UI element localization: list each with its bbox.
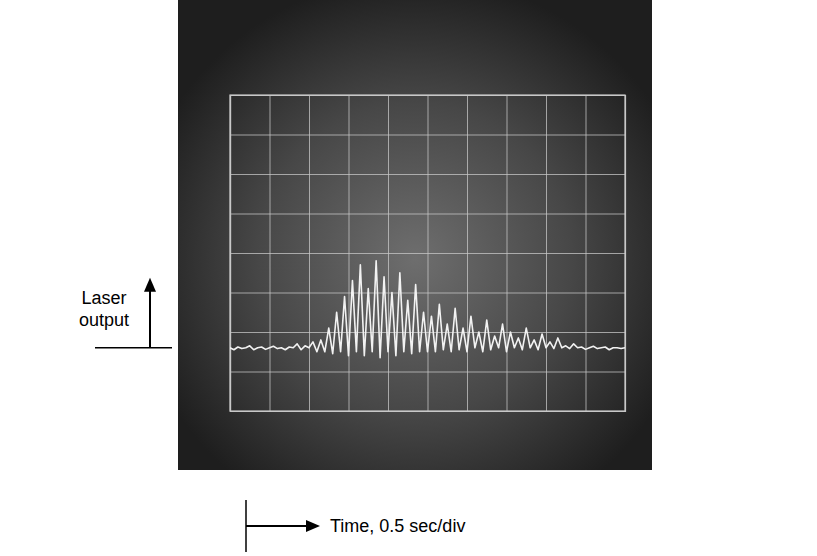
grid-line — [230, 135, 625, 136]
x-annotation: Time, 0.5 sec/div — [246, 500, 465, 552]
baseline-marker — [95, 347, 172, 349]
arrow-shaft — [246, 525, 310, 527]
tick — [230, 214, 625, 215]
arrow-head — [144, 278, 156, 292]
x-axis — [231, 95, 626, 412]
y-label: Laseroutput — [79, 288, 129, 330]
plot-area — [230, 95, 626, 412]
y-annotation: Laseroutput — [79, 278, 172, 348]
x-label: Time, 0.5 sec/div — [330, 516, 465, 536]
traces — [230, 261, 625, 358]
grid-line — [230, 214, 625, 215]
trace-line — [230, 261, 625, 358]
tick — [230, 135, 625, 136]
axis-line — [231, 96, 626, 412]
grid-line — [230, 253, 625, 254]
grid-line — [230, 372, 625, 373]
tick — [230, 293, 625, 294]
arrow-shaft — [149, 286, 151, 348]
grid-line — [230, 332, 625, 333]
tick — [230, 174, 625, 175]
tick — [230, 372, 625, 373]
axis-line — [231, 95, 626, 412]
arrow-head — [306, 520, 320, 532]
tick — [230, 332, 625, 333]
grid-line — [230, 293, 625, 294]
y-axis — [230, 96, 625, 412]
grid-line — [230, 174, 625, 175]
scope-screen — [178, 0, 652, 470]
tick — [230, 253, 625, 254]
plot-frame — [230, 95, 625, 411]
figure: Laseroutput Time, 0.5 sec/div — [0, 0, 817, 556]
